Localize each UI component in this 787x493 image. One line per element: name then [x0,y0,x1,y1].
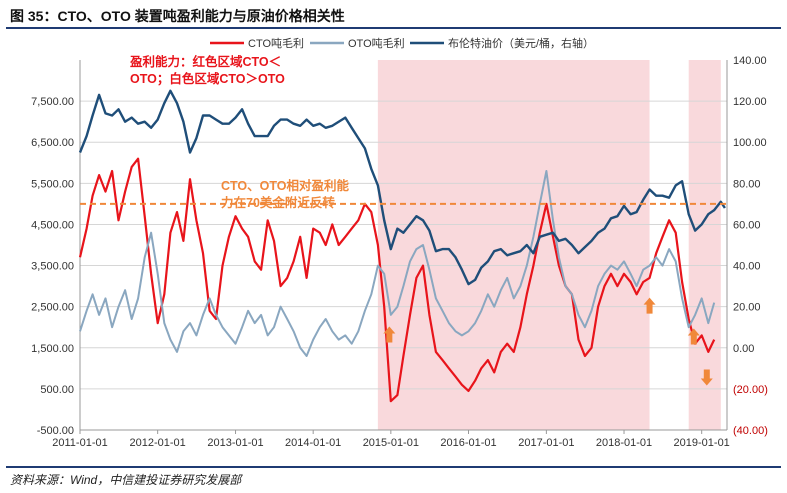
arrow-down-icon [700,369,713,386]
axes: -500.00 500.00 1,500.00 2,500.00 3,500.00 4,5… [31,55,768,449]
y-right-tick-label: (40.00) [733,425,768,437]
y-right-tick-label: 40.00 [733,261,761,273]
shaded-regions [377,60,721,430]
page-title: 图 35：CTO、OTO 装置吨盈利能力与原油价格相关性 [10,8,345,24]
x-tick-label: 2016-01-01 [440,437,496,449]
shaded-region-1 [688,60,721,430]
x-tick-label: 2013-01-01 [207,437,263,449]
y-left-tick-label: 7,500.00 [31,96,74,108]
reversal-note-line2: 力在70美金附近反转 [221,195,335,210]
y-right-tick-label: 80.00 [733,178,761,190]
x-tick-label: 2017-01-01 [518,437,574,449]
y-left-tick-label: 6,500.00 [31,137,74,149]
y-right-tick-label: 60.00 [733,219,761,231]
profit-note-line2: OTO；白色区域CTO＞OTO [130,71,285,86]
cto-line [78,157,716,403]
y-right-tick-label: 140.00 [733,55,767,67]
y-left-tick-label: -500.00 [37,425,74,437]
arrow-up-icon [643,297,656,314]
arrows [383,297,713,386]
legend: CTO吨毛利 OTO吨毛利 布伦特油价（美元/桶，右轴） [210,36,594,50]
y-right-tick-label: 0.00 [733,343,754,355]
arrow-up-icon [383,326,396,343]
profit-note-line1: 盈利能力：红色区域CTO＜ [129,54,281,69]
y-right-tick-label: (20.00) [733,384,768,396]
y-left-tick-label: 500.00 [40,384,74,396]
legend-label: OTO吨毛利 [348,37,405,50]
x-tick-label: 2019-01-01 [674,437,730,449]
y-left-tick-label: 3,500.00 [31,261,74,273]
reversal-note-line1: CTO、OTO相对盈利能 [221,178,350,193]
series-lines [78,89,726,403]
arrow-up-icon [687,328,700,345]
y-right-tick-label: 120.00 [733,96,767,108]
y-left-tick-label: 5,500.00 [31,178,74,190]
source-note: 资料来源：Wind，中信建投证券研究发展部 [10,473,242,487]
x-tick-label: 2011-01-01 [52,437,107,449]
oto-line [79,170,716,357]
legend-label: 布伦特油价（美元/桶，右轴） [448,36,594,50]
x-tick-label: 2015-01-01 [363,437,419,449]
y-left-tick-label: 2,500.00 [31,302,74,314]
brent-line [78,89,726,286]
title-rule [6,27,781,29]
y-left-tick-label: 4,500.00 [31,219,74,231]
y-left-tick-label: 1,500.00 [31,343,74,355]
annotations: 盈利能力：红色区域CTO＜ OTO；白色区域CTO＞OTO CTO、OTO相对盈… [129,54,350,210]
y-right-tick-label: 20.00 [733,302,761,314]
x-tick-label: 2012-01-01 [130,437,186,449]
shaded-region-0 [377,60,650,430]
legend-label: CTO吨毛利 [248,37,304,50]
x-tick-label: 2018-01-01 [596,437,652,449]
x-tick-label: 2014-01-01 [285,437,341,449]
footer-rule [6,466,781,468]
y-right-tick-label: 100.00 [733,137,767,149]
